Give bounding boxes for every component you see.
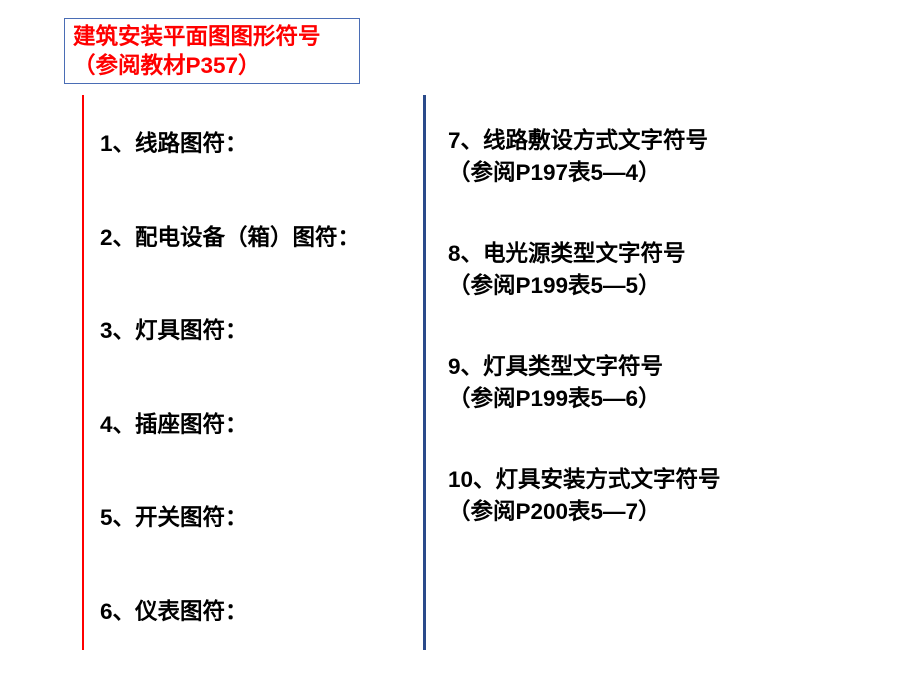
item-line-1: 7、线路敷设方式文字符号 bbox=[448, 125, 868, 157]
item-line-2: （参阅P200表5—7） bbox=[448, 496, 868, 528]
left-column: 1、线路图符： 2、配电设备（箱）图符： 3、灯具图符： 4、插座图符： 5、开… bbox=[100, 128, 410, 689]
item-line-2: （参阅P199表5—6） bbox=[448, 383, 868, 415]
list-item: 5、开关图符： bbox=[100, 502, 410, 534]
title-line-2: （参阅教材P357） bbox=[73, 51, 351, 80]
title-box: 建筑安装平面图图形符号 （参阅教材P357） bbox=[64, 18, 360, 84]
list-item: 2、配电设备（箱）图符： bbox=[100, 222, 410, 254]
item-line-2: （参阅P199表5—5） bbox=[448, 270, 868, 302]
list-item: 7、线路敷设方式文字符号 （参阅P197表5—4） bbox=[448, 125, 868, 188]
title-line-1: 建筑安装平面图图形符号 bbox=[73, 22, 351, 51]
list-item: 10、灯具安装方式文字符号 （参阅P200表5—7） bbox=[448, 464, 868, 527]
item-line-2: （参阅P197表5—4） bbox=[448, 157, 868, 189]
list-item: 4、插座图符： bbox=[100, 409, 410, 441]
item-line-1: 10、灯具安装方式文字符号 bbox=[448, 464, 868, 496]
list-item: 9、灯具类型文字符号 （参阅P199表5—6） bbox=[448, 351, 868, 414]
left-vertical-line bbox=[82, 95, 84, 650]
list-item: 6、仪表图符： bbox=[100, 596, 410, 628]
list-item: 3、灯具图符： bbox=[100, 315, 410, 347]
item-line-1: 8、电光源类型文字符号 bbox=[448, 238, 868, 270]
list-item: 1、线路图符： bbox=[100, 128, 410, 160]
right-column: 7、线路敷设方式文字符号 （参阅P197表5—4） 8、电光源类型文字符号 （参… bbox=[448, 125, 868, 577]
item-line-1: 9、灯具类型文字符号 bbox=[448, 351, 868, 383]
list-item: 8、电光源类型文字符号 （参阅P199表5—5） bbox=[448, 238, 868, 301]
center-vertical-line bbox=[423, 95, 426, 650]
